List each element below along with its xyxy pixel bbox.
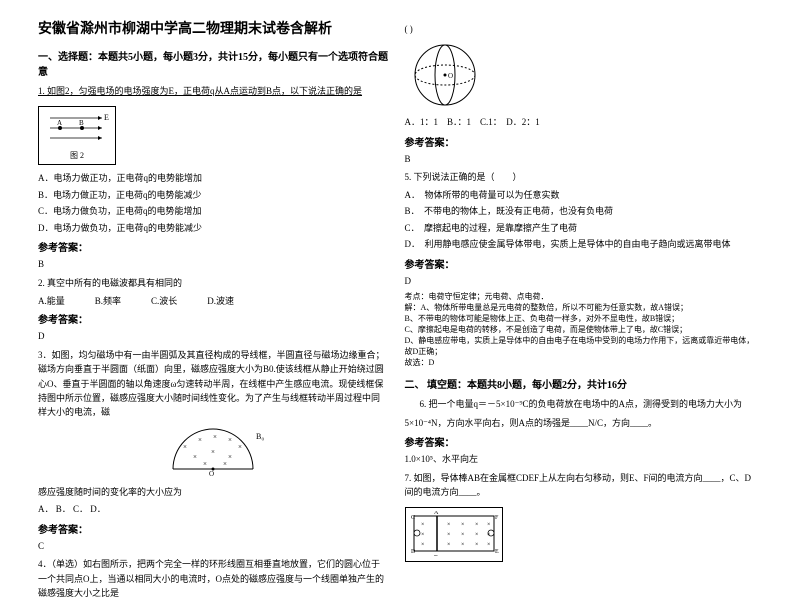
q3-opts: A． B． C． D． xyxy=(38,503,389,517)
svg-text:×: × xyxy=(228,453,232,461)
svg-text:B: B xyxy=(434,555,438,556)
q5-optB: B． 不带电的物体上，既没有正电荷，也没有负电荷 xyxy=(405,205,756,219)
q5-answer-label: 参考答案： xyxy=(405,256,756,271)
q3-answer: C xyxy=(38,540,389,554)
svg-text:×: × xyxy=(211,448,215,456)
svg-text:×: × xyxy=(223,460,227,468)
svg-text:O: O xyxy=(209,470,214,478)
q5-optC: C． 摩擦起电的过程，是靠摩擦产生了电荷 xyxy=(405,222,756,236)
svg-text:D: D xyxy=(411,549,416,555)
svg-text:×: × xyxy=(421,542,424,548)
q1-optD: D．电场力做负功，正电荷q的电势能减少 xyxy=(38,222,389,236)
exam-title: 安徽省滁州市柳湖中学高二物理期末试卷含解析 xyxy=(38,18,389,38)
svg-text:×: × xyxy=(461,542,464,548)
q3-figure: × × × × × × × × × × O B₀ xyxy=(38,424,389,481)
q4-opts: A．1：1 B．：1 C.1： D．2：1 xyxy=(405,116,756,130)
svg-text:E: E xyxy=(495,549,499,555)
q5-optA: A． 物体所带的电荷量可以为任意实数 xyxy=(405,189,756,203)
svg-text:C: C xyxy=(411,515,415,521)
svg-text:×: × xyxy=(193,453,197,461)
svg-text:B₀: B₀ xyxy=(256,432,264,441)
q5-a5: D、静电感应带电，实质上是导体中的自由电子在电场中受到的电场力作用下，远离或靠近… xyxy=(405,335,756,357)
q4-figure: O xyxy=(405,40,756,112)
q2-optD: D.波速 xyxy=(207,294,234,307)
q5-optD: D． 利用静电感应使金属导体带电，实质上是导体中的自由电子趋向或远离带电体 xyxy=(405,238,756,252)
q2-options: A.能量 B.频率 C.波长 D.波速 xyxy=(38,294,389,307)
svg-text:×: × xyxy=(447,522,450,528)
svg-text:×: × xyxy=(213,433,217,441)
q3-answer-label: 参考答案： xyxy=(38,521,389,536)
svg-text:×: × xyxy=(447,542,450,548)
q2-text: 2. 真空中所有的电磁波都具有相同的 xyxy=(38,276,389,290)
right-column: ( ) O A．1：1 B．：1 C.1： D．2：1 参考答案： B 5. 下… xyxy=(397,18,764,543)
efield-diagram: A B E xyxy=(42,110,112,148)
q6-answer: 1.0×10⁵、水平向左 xyxy=(405,453,756,467)
svg-text:×: × xyxy=(203,460,207,468)
rings-diagram: O xyxy=(405,40,485,110)
q1-figure: A B E 图 2 xyxy=(38,106,116,165)
q4-answer-label: 参考答案： xyxy=(405,134,756,149)
q2-answer: D xyxy=(38,330,389,344)
q5-text: 5. 下列说法正确的是（ ） xyxy=(405,170,756,184)
section1-header: 一、选择题：本题共5小题，每小题3分，共计15分，每小题只有一个选项符合题意 xyxy=(38,48,389,78)
q4-text: 4．（单选）如右图所示，把两个完全一样的环形线圈互相垂直地放置，它们的圆心位于一… xyxy=(38,557,389,600)
svg-text:×: × xyxy=(183,443,187,451)
q5-answer: D xyxy=(405,275,756,289)
svg-text:×: × xyxy=(475,522,478,528)
svg-text:×: × xyxy=(461,522,464,528)
q5-a6: 故选：D xyxy=(405,357,756,368)
svg-text:E: E xyxy=(104,113,109,122)
q5-a1: 考点：电荷守恒定律；元电荷、点电荷． xyxy=(405,291,756,302)
q1-fig-label: 图 2 xyxy=(42,150,112,161)
svg-text:×: × xyxy=(475,532,478,538)
svg-text:A: A xyxy=(434,511,439,516)
q2-optC: C.波长 xyxy=(151,294,177,307)
rail-diagram: × × × × × × × × × × × × × × × C D A B F … xyxy=(409,511,499,556)
q4-paren: ( ) xyxy=(405,22,756,36)
svg-text:×: × xyxy=(487,522,490,528)
svg-text:×: × xyxy=(487,542,490,548)
section2-header: 二、 填空题：本题共8小题，每小题2分，共计16分 xyxy=(405,376,756,391)
q1-answer-label: 参考答案： xyxy=(38,239,389,254)
q6-text: 6. 把一个电量q＝－5×10⁻⁹C的负电荷放在电场中的A点，测得受到的电场力大… xyxy=(420,397,756,411)
q3-text2: 感应强度随时间的变化率的大小应为 xyxy=(38,485,389,499)
q1-optB: B．电场力做正功，正电荷q的电势能减少 xyxy=(38,189,389,203)
q2-optB: B.频率 xyxy=(95,294,121,307)
svg-text:×: × xyxy=(421,522,424,528)
q3-text: 3．如图，均匀磁场中有一由半圆弧及其直径构成的导线框，半圆直径与磁场边缘重合；磁… xyxy=(38,348,389,420)
q6-text2: 5×10⁻⁴N，方向水平向右，则A点的场强是____N/C，方向____。 xyxy=(405,416,756,430)
svg-text:×: × xyxy=(421,532,424,538)
q1-text: 1. 如图2，匀强电场的电场强度为E，正电荷q从A点运动到B点，以下说法正确的是 xyxy=(38,84,389,98)
q5-a2: 解：A、物体所带电量总是元电荷的整数倍，所以不可能为任意实数，故A错误； xyxy=(405,302,756,313)
q4-answer: B xyxy=(405,153,756,167)
q1-optC: C．电场力做负功，正电荷q的电势能增加 xyxy=(38,205,389,219)
q7-figure: × × × × × × × × × × × × × × × C D A B F … xyxy=(405,507,503,562)
q2-answer-label: 参考答案： xyxy=(38,311,389,326)
svg-text:F: F xyxy=(495,515,499,521)
svg-text:O: O xyxy=(448,72,453,80)
svg-text:A: A xyxy=(57,119,62,127)
svg-text:B: B xyxy=(79,119,84,127)
q5-a3: B、不带电的物体可能是物体上正、负电荷一样多，对外不显电性，故B错误； xyxy=(405,313,756,324)
svg-text:×: × xyxy=(475,542,478,548)
svg-text:×: × xyxy=(198,436,202,444)
left-column: 安徽省滁州市柳湖中学高二物理期末试卷含解析 一、选择题：本题共5小题，每小题3分… xyxy=(30,18,397,543)
svg-text:×: × xyxy=(238,443,242,451)
svg-text:×: × xyxy=(447,532,450,538)
q6-answer-label: 参考答案： xyxy=(405,434,756,449)
q7-text: 7. 如图，导体棒AB在金属框CDEF上从左向右匀移动，则E、F间的电流方向__… xyxy=(405,471,756,500)
q5-a4: C、摩擦起电是电荷的转移，不是创造了电荷，而是使物体带上了电，故C错误； xyxy=(405,324,756,335)
svg-text:×: × xyxy=(228,436,232,444)
q1-optA: A．电场力做正功，正电荷q的电势能增加 xyxy=(38,172,389,186)
q1-answer: B xyxy=(38,258,389,272)
svg-text:×: × xyxy=(461,532,464,538)
q2-optA: A.能量 xyxy=(38,294,65,307)
semicircle-diagram: × × × × × × × × × × O B₀ xyxy=(153,424,273,479)
